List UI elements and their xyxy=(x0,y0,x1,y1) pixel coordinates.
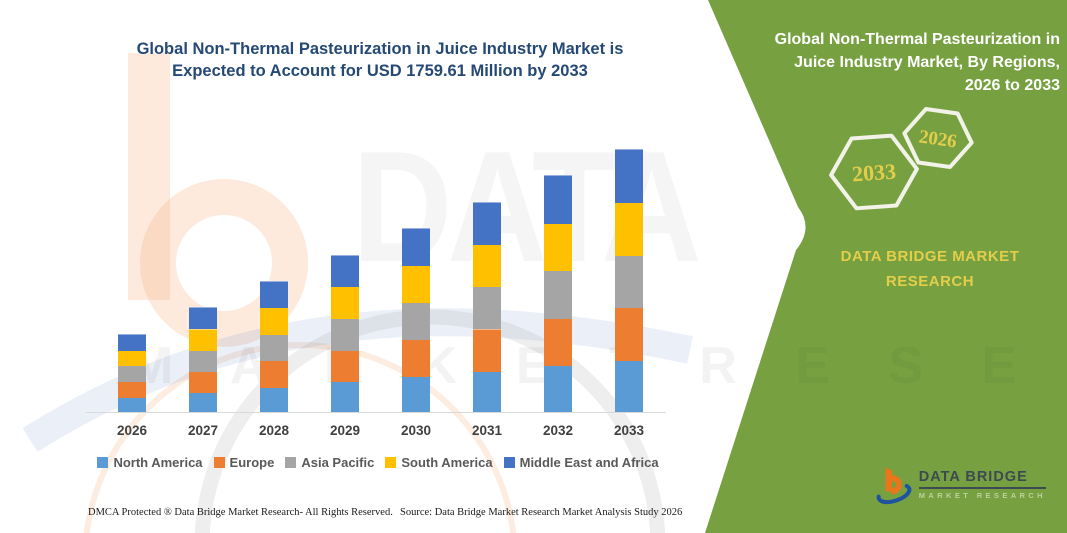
bar-segment-2033-asia-pacific xyxy=(615,254,643,309)
bar-segment-2031-middle-east-and-africa xyxy=(473,201,501,245)
bar-segment-2028-asia-pacific xyxy=(260,333,288,362)
brand-wordmark: DATA BRIDGE MARKET RESEARCH xyxy=(800,244,1060,294)
bar-segment-2030-asia-pacific xyxy=(402,302,430,341)
bar-segment-2033-north-america xyxy=(615,360,643,413)
legend-swatch-icon xyxy=(285,457,297,468)
legend-item-europe: Europe xyxy=(213,455,275,470)
hexagon-2026-label: 2026 xyxy=(918,126,959,152)
legend-swatch-icon xyxy=(503,457,515,468)
bar-segment-2030-south-america xyxy=(402,265,430,304)
legend-swatch-icon xyxy=(385,457,397,468)
x-axis-label-2030: 2030 xyxy=(400,423,432,438)
bar-segment-2026-south-america xyxy=(118,349,146,367)
hexagon-2033-label: 2033 xyxy=(851,158,897,186)
bar-segment-2028-south-america xyxy=(260,307,288,335)
brand-wordmark-line1: DATA BRIDGE MARKET xyxy=(840,248,1020,265)
bar-segment-2030-north-america xyxy=(402,376,430,413)
legend-label: Asia Pacific xyxy=(301,455,375,470)
brand-wordmark-line2: RESEARCH xyxy=(885,273,975,290)
chart-title-line1: Global Non-Thermal Pasteurization in Jui… xyxy=(136,40,624,58)
year-hexagons: 2033 2026 xyxy=(829,107,974,211)
bar-segment-2028-europe xyxy=(260,360,288,388)
x-axis-line xyxy=(86,412,666,413)
bar-segment-2031-north-america xyxy=(473,370,501,413)
company-logo: DATA BRIDGE MARKET RESEARCH xyxy=(876,456,1046,512)
legend-swatch-icon xyxy=(213,457,225,468)
bar-segment-2027-north-america xyxy=(189,391,217,413)
bar-segment-2033-south-america xyxy=(615,201,643,256)
bar-segment-2029-north-america xyxy=(331,381,359,413)
right-panel-title-line2: Juice Industry Market, By Regions, xyxy=(794,54,1060,71)
bar-segment-2033-europe xyxy=(615,307,643,362)
bar-segment-2026-north-america xyxy=(118,397,146,413)
bar-segment-2031-south-america xyxy=(473,244,501,288)
stacked-bar-plot: 2026 2027 2028 2029 2030 2031 2032 2033 xyxy=(116,149,645,438)
legend-item-north-america: North America xyxy=(97,455,203,470)
right-panel-title-line3: 2026 to 2033 xyxy=(964,77,1060,94)
logo-subtext: MARKET RESEARCH xyxy=(918,490,1046,500)
bar-segment-2032-europe xyxy=(544,317,572,367)
bar-segment-2026-asia-pacific xyxy=(118,365,146,383)
bar-segment-2027-middle-east-and-africa xyxy=(189,307,217,330)
legend-label: South America xyxy=(401,455,493,470)
legend-label: Europe xyxy=(229,455,275,470)
legend-item-south-america: South America xyxy=(385,455,493,470)
right-panel-title: Global Non-Thermal Pasteurization in Jui… xyxy=(750,28,1060,97)
bar-segment-2029-europe xyxy=(331,349,359,383)
bar-segment-2027-europe xyxy=(189,370,217,393)
bar-segment-2026-middle-east-and-africa xyxy=(118,333,146,351)
bar-segment-2032-middle-east-and-africa xyxy=(544,175,572,224)
right-panel-title-line1: Global Non-Thermal Pasteurization in xyxy=(774,31,1060,48)
chart-title-line2: Expected to Account for USD 1759.61 Mill… xyxy=(172,62,588,80)
bar-segment-2028-middle-east-and-africa xyxy=(260,280,288,309)
bar-segment-2028-north-america xyxy=(260,386,288,413)
x-axis-label-2026: 2026 xyxy=(116,423,148,438)
legend-swatch-icon xyxy=(97,457,109,468)
legend-label: North America xyxy=(113,455,203,470)
x-axis-label-2031: 2031 xyxy=(471,423,503,438)
x-axis-label-2027: 2027 xyxy=(187,423,219,438)
footer-source-text: Source: Data Bridge Market Research Mark… xyxy=(400,507,683,518)
bar-segment-2029-south-america xyxy=(331,286,359,319)
logo-name-text: DATA BRIDGE xyxy=(918,469,1046,489)
bar-segment-2033-middle-east-and-africa xyxy=(615,149,643,203)
hexagon-2026: 2026 xyxy=(902,107,974,169)
footer-dmca-text: DMCA Protected ® Data Bridge Market Rese… xyxy=(88,507,393,518)
bar-segment-2031-asia-pacific xyxy=(473,286,501,330)
bar-segment-2032-asia-pacific xyxy=(544,270,572,319)
bar-segment-2026-europe xyxy=(118,381,146,399)
chart-legend: North America Europe Asia Pacific South Ame… xyxy=(88,455,668,470)
bar-segment-2032-north-america xyxy=(544,365,572,413)
x-axis-label-2028: 2028 xyxy=(258,423,290,438)
bar-segment-2027-south-america xyxy=(189,328,217,351)
bar-segment-2032-south-america xyxy=(544,222,572,272)
x-axis-label-2029: 2029 xyxy=(329,423,361,438)
hexagon-2033: 2033 xyxy=(829,133,919,211)
legend-item-middle-east-and-africa: Middle East and Africa xyxy=(503,455,659,470)
bar-segment-2030-middle-east-and-africa xyxy=(402,228,430,267)
bar-segment-2029-asia-pacific xyxy=(331,317,359,351)
logo-b-icon xyxy=(876,467,912,505)
bar-segment-2030-europe xyxy=(402,339,430,378)
x-axis-label-2033: 2033 xyxy=(613,423,645,438)
bar-segment-2027-asia-pacific xyxy=(189,349,217,372)
chart-title: Global Non-Thermal Pasteurization in Jui… xyxy=(100,38,660,82)
x-axis-label-2032: 2032 xyxy=(542,423,574,438)
legend-label: Middle East and Africa xyxy=(519,455,659,470)
bar-segment-2029-middle-east-and-africa xyxy=(331,254,359,288)
legend-item-asia-pacific: Asia Pacific xyxy=(285,455,374,470)
bar-segment-2031-europe xyxy=(473,328,501,372)
